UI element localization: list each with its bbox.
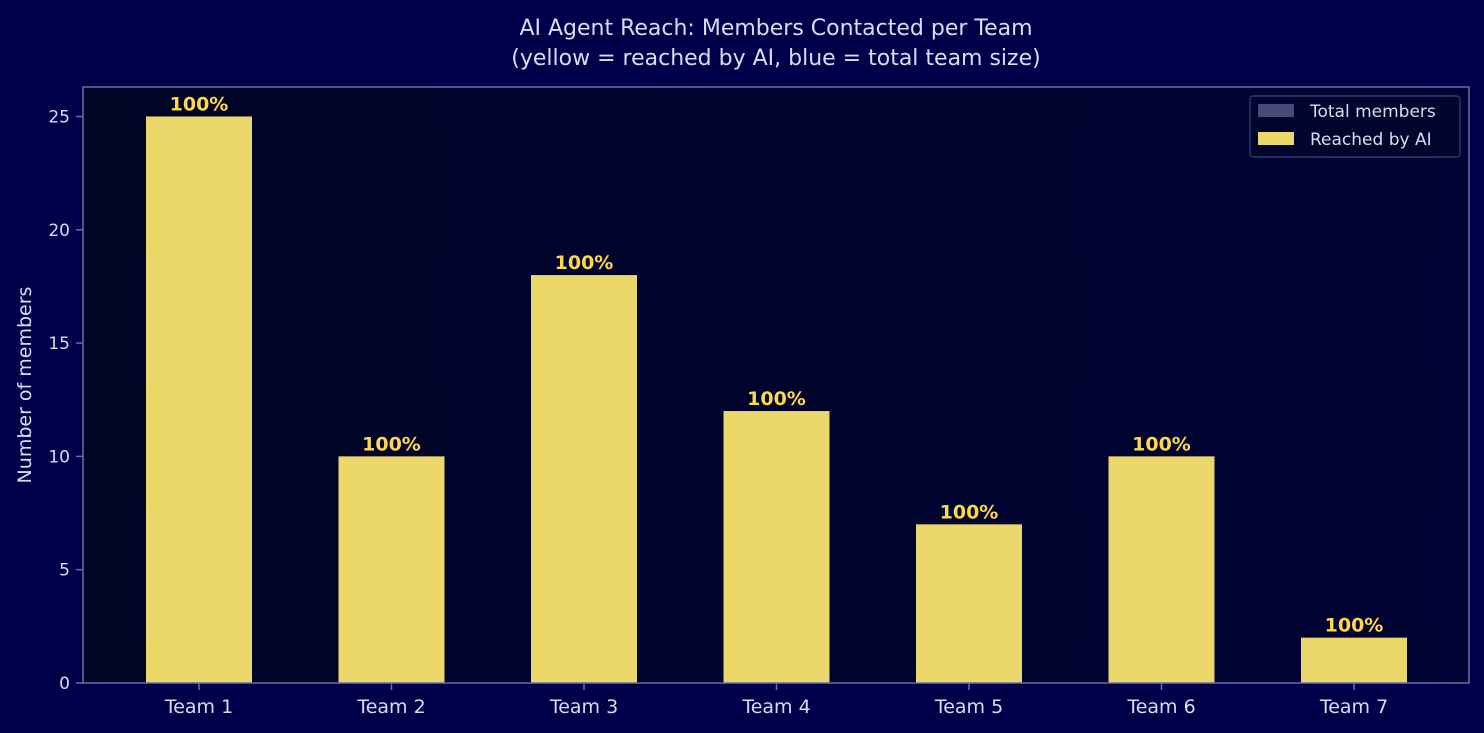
y-tick-label-10: 10 <box>48 447 70 467</box>
y-tick-label-25: 25 <box>48 107 70 127</box>
y-axis-label: Number of members <box>14 287 36 484</box>
legend-box <box>1249 95 1461 158</box>
legend: Total members Reached by AI <box>1249 95 1461 158</box>
bar-reached-by-ai-1 <box>146 116 252 683</box>
x-tick-label-5: Team 5 <box>934 696 1003 718</box>
bar-reached-by-ai-2 <box>338 456 445 683</box>
chart-title-line-1: AI Agent Reach: Members Contacted per Te… <box>519 16 1032 41</box>
bar-reached-by-ai-6 <box>1108 456 1215 683</box>
x-tick-label-4: Team 4 <box>741 696 810 718</box>
data-label-5: 100% <box>940 501 999 523</box>
legend-swatch-total-members <box>1258 104 1294 117</box>
bar-reached-by-ai-4 <box>723 411 830 683</box>
data-label-7: 100% <box>1325 615 1384 637</box>
data-labels-group: 100% 100% 100% 100% 100% 100% 100% <box>170 93 1384 636</box>
legend-label-total-members: Total members <box>1309 102 1436 122</box>
y-axis-ticks: 0 5 10 15 20 25 <box>48 107 83 694</box>
x-tick-label-6: Team 6 <box>1126 696 1195 718</box>
y-tick-label-5: 5 <box>59 561 70 581</box>
y-tick-label-20: 20 <box>48 221 70 241</box>
legend-label-reached-by-ai: Reached by AI <box>1310 130 1432 150</box>
data-label-4: 100% <box>747 388 806 410</box>
plot-frame <box>82 86 1470 684</box>
legend-swatch-reached-by-ai <box>1258 132 1294 145</box>
x-tick-label-3: Team 3 <box>549 696 618 718</box>
data-label-2: 100% <box>362 433 421 455</box>
data-label-1: 100% <box>170 93 229 115</box>
bar-reached-by-ai-5 <box>916 524 1022 683</box>
x-tick-label-1: Team 1 <box>164 696 233 718</box>
y-tick-label-15: 15 <box>48 334 70 354</box>
y-tick-label-0: 0 <box>59 674 70 694</box>
x-tick-label-2: Team 2 <box>356 696 425 718</box>
x-tick-label-7: Team 7 <box>1319 696 1388 718</box>
bars-group <box>146 116 1407 683</box>
data-label-6: 100% <box>1132 433 1191 455</box>
data-label-3: 100% <box>555 252 614 274</box>
bar-reached-by-ai-3 <box>531 275 637 683</box>
x-axis-ticks: Team 1 Team 2 Team 3 Team 4 Team 5 Team 6 Team… <box>164 683 1388 718</box>
bar-reached-by-ai-7 <box>1301 637 1407 683</box>
chart-title-line-2: (yellow = reached by AI, blue = total te… <box>511 46 1040 71</box>
